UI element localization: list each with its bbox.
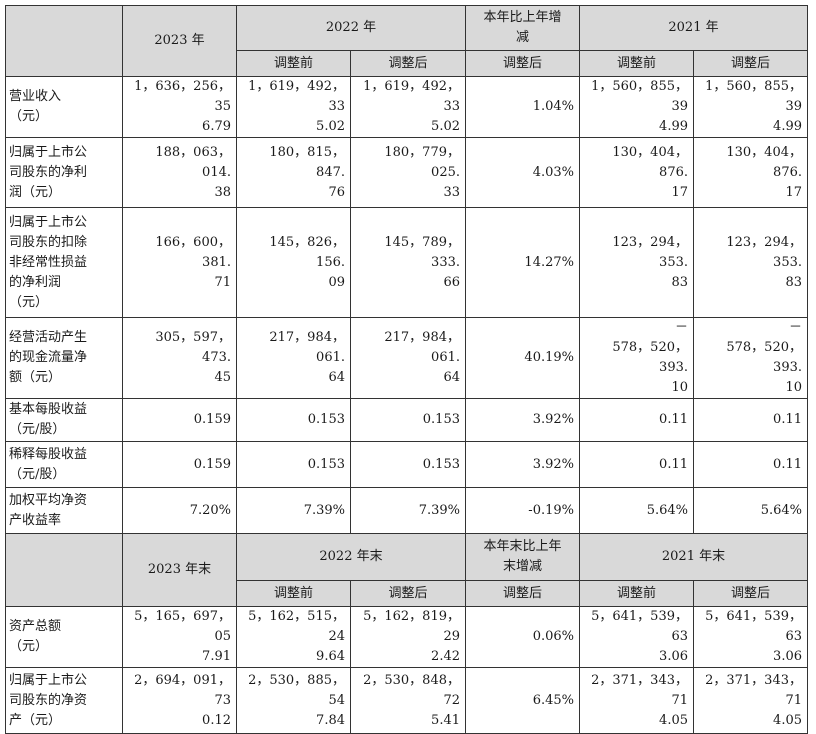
section2-subheader-row: 调整前 调整后 调整后 调整前 调整后	[6, 580, 808, 607]
table-row: 营业收入 （元） 1，636，256，35 6.79 1，619，492，33 …	[5, 76, 808, 138]
header-change-end: 本年末比上年 末增减	[465, 533, 580, 581]
cell-2022-before: 2，530，885，54 7.84	[236, 667, 351, 734]
cell-change: 6.45%	[465, 667, 580, 734]
cell-2022-after: 0.153	[350, 398, 466, 442]
cell-change: -0.19%	[465, 487, 580, 534]
table-row: 稀释每股收益 （元/股） 0.159 0.153 0.153 3.92% 0.1…	[5, 441, 808, 488]
cell-2023: 5，165，697，05 7.91	[122, 606, 237, 668]
cell-2022-after: 2，530，848，72 5.41	[350, 667, 466, 734]
cell-2022-after: 180，779，025. 33	[350, 137, 466, 208]
cell-change: 3.92%	[465, 398, 580, 442]
cell-2022-before: 217，984，061. 64	[236, 317, 351, 399]
cell-2023: 188，063，014. 38	[122, 137, 237, 208]
table-row: 归属于上市公 司股东的扣除 非经常性损益 的净利润 （元） 166，600，38…	[5, 207, 808, 318]
row-label: 归属于上市公 司股东的扣除 非经常性损益 的净利润 （元）	[5, 207, 123, 318]
subheader-change-after: 调整后	[465, 580, 580, 607]
key-financial-indicators-table: 2023 年 2022 年 本年比上年增 减 2021 年 调整前 调整后 调整…	[5, 5, 808, 734]
cell-2022-before: 0.153	[236, 441, 351, 488]
header-change: 本年比上年增 减	[465, 5, 580, 51]
header-2022-end: 2022 年末	[236, 533, 466, 581]
cell-2021-before: 0.11	[579, 441, 694, 488]
cell-2021-after: 2，371，343，71 4.05	[693, 667, 808, 734]
subheader-2022-after: 调整后	[350, 50, 466, 77]
subheader-2022-before: 调整前	[236, 580, 351, 607]
cell-2022-after: 7.39%	[350, 487, 466, 534]
cell-2021-after: 123，294，353. 83	[693, 207, 808, 318]
cell-2021-after: 130，404，876. 17	[693, 137, 808, 208]
cell-2022-after: 5，162，819，29 2.42	[350, 606, 466, 668]
cell-2022-before: 5，162，515，24 9.64	[236, 606, 351, 668]
row-label: 经营活动产生 的现金流量净 额（元）	[5, 317, 123, 399]
cell-2022-before: 145，826，156. 09	[236, 207, 351, 318]
cell-2021-before: 5.64%	[579, 487, 694, 534]
cell-2021-before: 130，404，876. 17	[579, 137, 694, 208]
cell-2022-after: 145，789，333. 66	[350, 207, 466, 318]
cell-2021-after: 0.11	[693, 398, 808, 442]
cell-change: 1.04%	[465, 76, 580, 138]
cell-2021-before: 2，371，343，71 4.05	[579, 667, 694, 734]
table-row: 加权平均净资 产收益率 7.20% 7.39% 7.39% -0.19% 5.6…	[5, 487, 808, 534]
financial-table-container: 2023 年 2022 年 本年比上年增 减 2021 年 调整前 调整后 调整…	[5, 5, 808, 734]
cell-2023: 2，694，091，73 0.12	[122, 667, 237, 734]
table-row: 资产总额 （元） 5，165，697，05 7.91 5，162，515，24 …	[5, 606, 808, 668]
row-label: 加权平均净资 产收益率	[5, 487, 123, 534]
header-2023: 2023 年	[122, 5, 237, 77]
cell-2022-before: 180，815，847. 76	[236, 137, 351, 208]
header-2021: 2021 年	[579, 5, 808, 51]
cell-2023: 0.159	[122, 398, 237, 442]
section1-subheader-row: 调整前 调整后 调整后 调整前 调整后	[6, 50, 808, 77]
row-label: 稀释每股收益 （元/股）	[5, 441, 123, 488]
cell-2021-before: 1，560，855，39 4.99	[579, 76, 694, 138]
cell-2022-after: 217，984，061. 64	[350, 317, 466, 399]
subheader-2022-after: 调整后	[350, 580, 466, 607]
cell-2021-after: 5.64%	[693, 487, 808, 534]
row-label: 归属于上市公 司股东的净利 润（元）	[5, 137, 123, 208]
cell-2021-before: 5，641，539，63 3.06	[579, 606, 694, 668]
cell-2021-after: － 578，520，393. 10	[693, 317, 808, 399]
cell-2023: 1，636，256，35 6.79	[122, 76, 237, 138]
cell-change: 0.06%	[465, 606, 580, 668]
cell-2022-before: 7.39%	[236, 487, 351, 534]
subheader-2021-before: 调整前	[579, 580, 694, 607]
table-row: 归属于上市公 司股东的净资 产（元） 2，694，091，73 0.12 2，5…	[5, 667, 808, 734]
cell-2022-before: 1，619，492，33 5.02	[236, 76, 351, 138]
cell-change: 3.92%	[465, 441, 580, 488]
table-row: 基本每股收益 （元/股） 0.159 0.153 0.153 3.92% 0.1…	[5, 398, 808, 442]
cell-2023: 166，600，381. 71	[122, 207, 237, 318]
subheader-2021-after: 调整后	[693, 50, 808, 77]
header-corner-cell	[5, 5, 123, 77]
row-label: 归属于上市公 司股东的净资 产（元）	[5, 667, 123, 734]
cell-change: 14.27%	[465, 207, 580, 318]
subheader-change-after: 调整后	[465, 50, 580, 77]
cell-2021-after: 5，641，539，63 3.06	[693, 606, 808, 668]
cell-change: 40.19%	[465, 317, 580, 399]
subheader-2021-after: 调整后	[693, 580, 808, 607]
cell-2021-after: 0.11	[693, 441, 808, 488]
header-2023-end: 2023 年末	[122, 533, 237, 607]
header-2021-end: 2021 年末	[579, 533, 808, 581]
subheader-2022-before: 调整前	[236, 50, 351, 77]
cell-2022-after: 1，619，492，33 5.02	[350, 76, 466, 138]
cell-2022-after: 0.153	[350, 441, 466, 488]
cell-2023: 305，597，473. 45	[122, 317, 237, 399]
subheader-2021-before: 调整前	[579, 50, 694, 77]
cell-2021-before: 0.11	[579, 398, 694, 442]
header-2022: 2022 年	[236, 5, 466, 51]
cell-2021-before: 123，294，353. 83	[579, 207, 694, 318]
row-label: 基本每股收益 （元/股）	[5, 398, 123, 442]
cell-2023: 7.20%	[122, 487, 237, 534]
row-label: 资产总额 （元）	[5, 606, 123, 668]
cell-2023: 0.159	[122, 441, 237, 488]
header-corner-cell	[5, 533, 123, 607]
section2-header-row: 2023 年末 2022 年末 本年末比上年 末增减 2021 年末	[5, 533, 808, 607]
table-row: 经营活动产生 的现金流量净 额（元） 305，597，473. 45 217，9…	[5, 317, 808, 399]
cell-2022-before: 0.153	[236, 398, 351, 442]
section1-header-row: 2023 年 2022 年 本年比上年增 减 2021 年	[5, 5, 808, 77]
cell-change: 4.03%	[465, 137, 580, 208]
cell-2021-before: － 578，520，393. 10	[579, 317, 694, 399]
row-label: 营业收入 （元）	[5, 76, 123, 138]
cell-2021-after: 1，560，855，39 4.99	[693, 76, 808, 138]
table-row: 归属于上市公 司股东的净利 润（元） 188，063，014. 38 180，8…	[5, 137, 808, 208]
